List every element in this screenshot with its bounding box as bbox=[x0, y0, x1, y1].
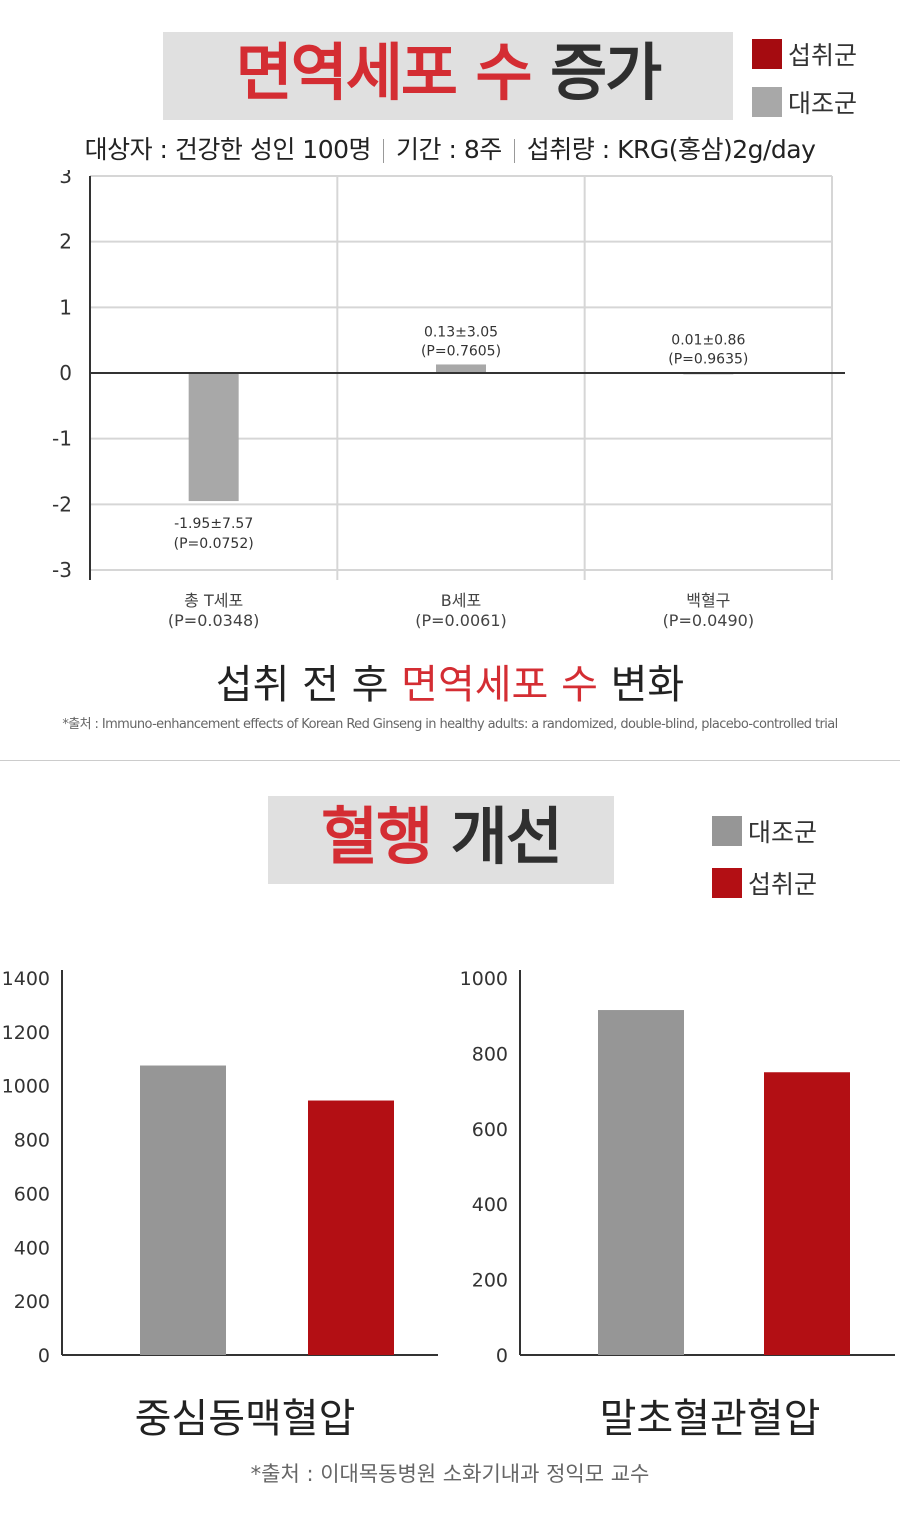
caption-part2: 변화 bbox=[610, 662, 685, 708]
y-tick-label: 800 bbox=[472, 1043, 508, 1065]
immune-title-box bbox=[163, 32, 733, 120]
category-pvalue: (P=0.0061) bbox=[415, 611, 507, 630]
legend2-control-label: 대조군 bbox=[748, 818, 818, 847]
subtitle-subjects: 대상자 : 건강한 성인 100명 bbox=[84, 135, 372, 164]
y-tick-label: 400 bbox=[472, 1194, 508, 1216]
central-arterial-chart: 1400 1200 1000 800 600 400 200 0 bbox=[2, 968, 438, 1367]
bar-control bbox=[140, 1065, 226, 1355]
legend1-intake-label: 섭취군 bbox=[788, 41, 858, 70]
y-tick-label: 0 bbox=[38, 1345, 50, 1367]
blood-title: 혈행 개선 bbox=[268, 806, 614, 868]
study-subtitle: 대상자 : 건강한 성인 100명 기간 : 8주 섭취량 : KRG(홍삼)2g/… bbox=[0, 130, 900, 166]
immune-title: 면역세포 수 증가 bbox=[163, 42, 733, 104]
peripheral-pressure-chart: 1000 800 600 400 200 0 bbox=[460, 968, 895, 1367]
y-tick-label: 3 bbox=[59, 170, 72, 188]
bar-value-label: -1.95±7.57 bbox=[174, 516, 253, 532]
y-tick-label: 200 bbox=[14, 1291, 50, 1313]
subtitle-separator bbox=[383, 139, 385, 163]
y-tick-label: 600 bbox=[14, 1183, 50, 1205]
y-tick-label: -2 bbox=[52, 492, 72, 516]
y-tick-label: 1000 bbox=[2, 1076, 50, 1098]
y-tick-label: 1200 bbox=[2, 1022, 50, 1044]
blood-title-red: 혈행 bbox=[321, 800, 433, 873]
blood-title-dark: 개선 bbox=[450, 800, 563, 873]
category-pvalue: (P=0.0490) bbox=[663, 611, 755, 630]
y-tick-label: 0 bbox=[496, 1345, 508, 1367]
bar-pvalue-label: (P=0.7605) bbox=[421, 343, 501, 359]
bar-intake bbox=[764, 1072, 850, 1355]
y-tick-label: -3 bbox=[52, 558, 72, 582]
bar-pvalue-label: (P=0.9635) bbox=[668, 351, 748, 367]
blood-source: *출처 : 이대목동병원 소화기내과 정익모 교수 bbox=[250, 1462, 650, 1486]
bar-control bbox=[188, 373, 239, 502]
bar-value-label: 0.13±3.05 bbox=[424, 324, 498, 340]
legend1-intake-swatch bbox=[752, 39, 782, 69]
category-label: 총 T세포 bbox=[184, 591, 243, 610]
legend2-control-swatch bbox=[712, 816, 742, 846]
peripheral-pressure-caption: 말초혈관혈압 bbox=[599, 1396, 821, 1442]
bar-value-label: 0.01±0.86 bbox=[671, 332, 745, 348]
legend2-intake-swatch bbox=[712, 868, 742, 898]
immune-title-red: 면역세포 수 bbox=[235, 36, 533, 109]
caption-part1: 섭취 전 후 bbox=[215, 662, 389, 708]
y-tick-label: 2 bbox=[59, 230, 72, 254]
bar-control bbox=[436, 364, 486, 373]
immune-caption: 섭취 전 후 면역세포 수 변화 bbox=[0, 652, 900, 710]
subtitle-intake: 섭취량 : KRG(홍삼)2g/day bbox=[526, 135, 816, 164]
legend2-intake: 섭취군 bbox=[712, 865, 817, 901]
y-tick-label: 1 bbox=[59, 295, 72, 319]
legend1-control-label: 대조군 bbox=[788, 89, 858, 118]
subtitle-separator bbox=[513, 139, 515, 163]
y-tick-label: 800 bbox=[14, 1130, 50, 1152]
y-tick-label: 0 bbox=[59, 361, 72, 385]
legend2-intake-label: 섭취군 bbox=[748, 870, 818, 899]
y-tick-label: 200 bbox=[472, 1270, 508, 1292]
category-label: B세포 bbox=[441, 591, 481, 610]
central-arterial-caption: 중심동맥혈압 bbox=[134, 1396, 356, 1442]
category-pvalue: (P=0.0348) bbox=[168, 611, 260, 630]
y-tick-label: 1000 bbox=[460, 968, 508, 990]
legend1-intake: 섭취군 bbox=[752, 36, 857, 72]
legend2-control: 대조군 bbox=[712, 813, 817, 849]
bar-pvalue-label: (P=0.0752) bbox=[174, 536, 254, 552]
legend1-control: 대조군 bbox=[752, 84, 857, 120]
bar-control bbox=[598, 1010, 684, 1355]
y-tick-label: 400 bbox=[14, 1237, 50, 1259]
y-tick-label: -1 bbox=[52, 427, 72, 451]
blood-title-box bbox=[268, 796, 614, 884]
caption-red: 면역세포 수 bbox=[401, 662, 598, 708]
immune-title-dark: 증가 bbox=[550, 36, 662, 109]
y-tick-label: 1400 bbox=[2, 968, 50, 990]
subtitle-period: 기간 : 8주 bbox=[396, 135, 502, 164]
section-divider bbox=[0, 760, 900, 761]
category-label: 백혈구 bbox=[686, 591, 730, 610]
bar-intake bbox=[308, 1100, 394, 1355]
immune-source: *출처 : Immuno-enhancement effects of Kore… bbox=[62, 717, 838, 732]
legend1-control-swatch bbox=[752, 87, 782, 117]
y-tick-label: 600 bbox=[472, 1119, 508, 1141]
